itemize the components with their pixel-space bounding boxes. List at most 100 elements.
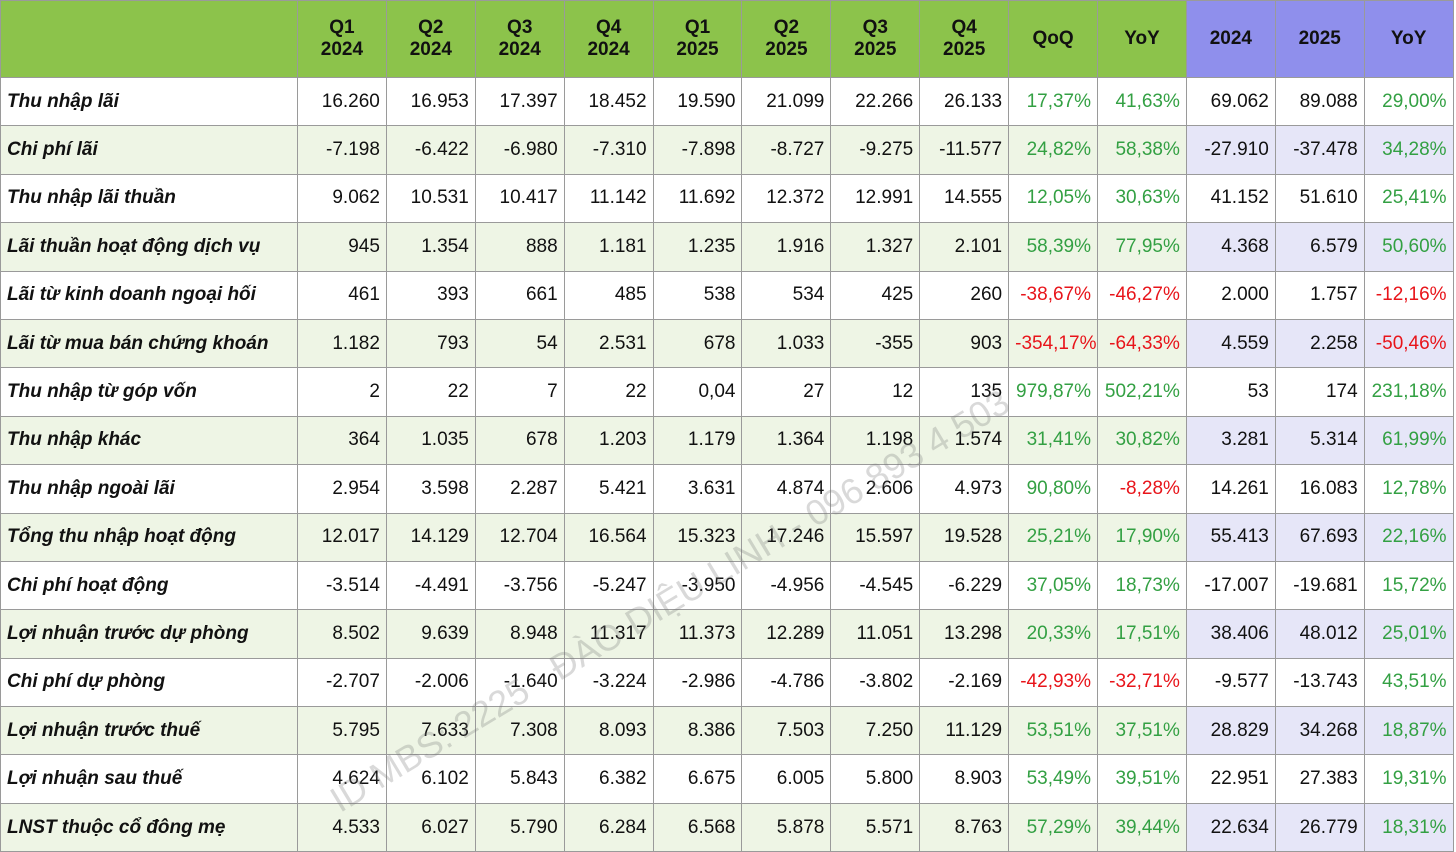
cell: 1.574 [919, 415, 1010, 466]
cell: 16.564 [563, 512, 654, 562]
column-header: Q4 2024 [563, 0, 654, 78]
row-label: Chi phí hoạt động [0, 560, 298, 611]
cell: 19.528 [919, 512, 1010, 562]
cell: 58,38% [1097, 125, 1187, 175]
cell: -27.910 [1185, 125, 1276, 175]
cell: 25,21% [1008, 512, 1099, 562]
cell: 1.757 [1274, 270, 1365, 320]
cell: 28.829 [1185, 706, 1276, 756]
cell: 69.062 [1185, 76, 1276, 127]
cell: -7.198 [297, 125, 387, 175]
cell: 37,05% [1008, 560, 1099, 611]
header-line: YoY [1390, 28, 1427, 49]
cell: 2 [297, 367, 387, 417]
column-header: Q1 2024 [297, 0, 387, 78]
cell: 18,31% [1363, 802, 1454, 852]
cell: 1.203 [563, 415, 654, 466]
table-body: Thu nhập lãi 16.260 16.953 17.397 18.452 19.5… [0, 76, 1454, 852]
cell: 11.051 [830, 609, 921, 659]
cell: 678 [652, 318, 743, 369]
cell: 77,95% [1097, 222, 1187, 272]
cell: 2.287 [474, 464, 565, 514]
cell: 5.843 [474, 754, 565, 804]
table-row: Tổng thu nhập hoạt động 12.017 14.129 12.70… [0, 512, 1454, 562]
cell: 48.012 [1274, 609, 1365, 659]
cell: 5.795 [297, 706, 387, 756]
cell: 19,31% [1363, 754, 1454, 804]
cell: 27 [741, 367, 832, 417]
cell: 12 [830, 367, 921, 417]
cell: 10.417 [474, 173, 565, 224]
cell: 534 [741, 270, 832, 320]
cell: 6.675 [652, 754, 743, 804]
cell: 4.559 [1185, 318, 1276, 369]
column-header: 2024 [1185, 0, 1276, 78]
cell: 903 [919, 318, 1010, 369]
cell: 19.590 [652, 76, 743, 127]
cell: 678 [474, 415, 565, 466]
cell: 260 [919, 270, 1010, 320]
cell: 1.916 [741, 222, 832, 272]
cell: 58,39% [1008, 222, 1099, 272]
cell: 174 [1274, 367, 1365, 417]
column-header: YoY [1363, 0, 1454, 78]
cell: -37.478 [1274, 125, 1365, 175]
cell: 1.235 [652, 222, 743, 272]
cell: 13.298 [919, 609, 1010, 659]
cell: -3.950 [652, 560, 743, 611]
cell: -11.577 [919, 125, 1010, 175]
header-line: Q3 [507, 17, 533, 38]
cell: 2.531 [563, 318, 654, 369]
header-line: 2024 [587, 39, 630, 60]
cell: 4.973 [919, 464, 1010, 514]
cell: 1.035 [385, 415, 476, 466]
cell: -4.786 [741, 657, 832, 708]
cell: -355 [830, 318, 921, 369]
cell: 5.790 [474, 802, 565, 852]
table-row: Thu nhập ngoài lãi 2.954 3.598 2.287 5.421 3.… [0, 464, 1454, 514]
cell: 1.364 [741, 415, 832, 466]
cell: 3.281 [1185, 415, 1276, 466]
cell: 51.610 [1274, 173, 1365, 224]
cell: 5.800 [830, 754, 921, 804]
cell: 22 [385, 367, 476, 417]
cell: -13.743 [1274, 657, 1365, 708]
table-row: Lãi từ mua bán chứng khoán 1.182 793 54 2.53… [0, 318, 1454, 369]
cell: 6.005 [741, 754, 832, 804]
cell: 18,87% [1363, 706, 1454, 756]
header-line: 2025 [1298, 28, 1341, 49]
cell: -8,28% [1097, 464, 1187, 514]
cell: -64,33% [1097, 318, 1187, 369]
row-label: Lợi nhuận trước dự phòng [0, 609, 298, 659]
cell: 4.874 [741, 464, 832, 514]
table-row: Chi phí lãi -7.198 -6.422 -6.980 -7.310 -7.89… [0, 125, 1454, 175]
cell: 22,16% [1363, 512, 1454, 562]
table-row: Thu nhập lãi thuần 9.062 10.531 10.417 11.14… [0, 173, 1454, 224]
cell: 6.568 [652, 802, 743, 852]
cell: 1.181 [563, 222, 654, 272]
cell: 16.083 [1274, 464, 1365, 514]
row-label: Chi phí lãi [0, 125, 298, 175]
cell: -3.802 [830, 657, 921, 708]
header-row: Q1 2024 Q2 2024 Q3 2024 Q4 2024 Q1 2025 Q2 2025 Q3 20… [0, 0, 1454, 78]
table-row: Chi phí hoạt động -3.514 -4.491 -3.756 -5.24… [0, 560, 1454, 611]
row-label: Lợi nhuận trước thuế [0, 706, 298, 756]
cell: 888 [474, 222, 565, 272]
cell: -17.007 [1185, 560, 1276, 611]
cell: 90,80% [1008, 464, 1099, 514]
cell: -6.422 [385, 125, 476, 175]
cell: -3.224 [563, 657, 654, 708]
table-row: Lợi nhuận trước thuế 5.795 7.633 7.308 8.093… [0, 706, 1454, 756]
cell: 12.017 [297, 512, 387, 562]
table-row: Lãi thuần hoạt động dịch vụ 945 1.354 888 1.… [0, 222, 1454, 272]
cell: 21.099 [741, 76, 832, 127]
cell: 425 [830, 270, 921, 320]
cell: 30,82% [1097, 415, 1187, 466]
cell: 11.142 [563, 173, 654, 224]
header-line: Q2 [418, 17, 444, 38]
cell: 11.373 [652, 609, 743, 659]
cell: 27.383 [1274, 754, 1365, 804]
cell: 1.179 [652, 415, 743, 466]
